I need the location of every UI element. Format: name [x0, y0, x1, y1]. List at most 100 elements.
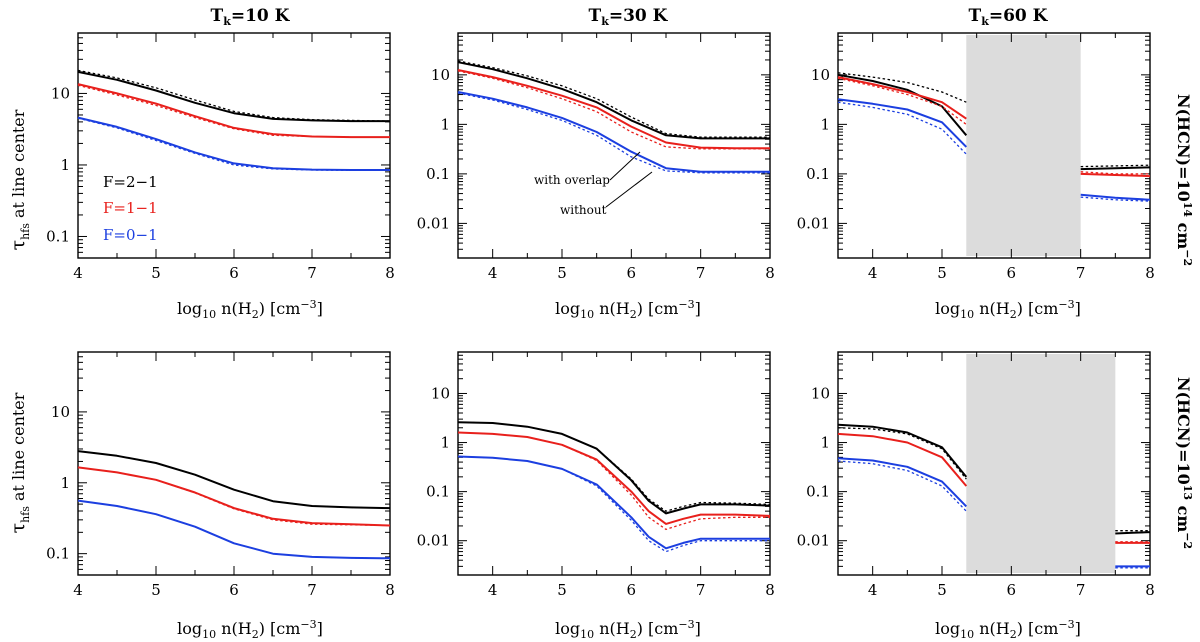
x-tick-label-r2c3: 4: [868, 581, 878, 599]
series-f21-without-r2c3-0: [837, 427, 967, 480]
annotation-arrow-with: [609, 151, 641, 181]
x-axis-label-r1c1: log10 n(H2) [cm−3]: [177, 298, 323, 321]
legend: F=2−1 F=1−1 F=0−1: [103, 173, 158, 244]
plot-frame-r2c3: [837, 351, 1151, 576]
plot-frame-r1c1: [77, 32, 391, 259]
y-tick-label-r2c2: 0.1: [426, 483, 450, 501]
legend-entry-f21: F=2−1: [103, 173, 158, 191]
series-f11-without-r1c2-0: [457, 70, 770, 150]
series-f11-without-r2c2-0: [457, 431, 770, 531]
x-tick-label-r2c3: 8: [1145, 581, 1155, 599]
annotations: with overlap without: [534, 151, 653, 217]
series-f11-with-overlap-r2c3-0: [837, 432, 968, 487]
y-tick-label-r2c3: 0.1: [806, 483, 830, 501]
series-f01-without-r1c3-1: [1080, 196, 1151, 202]
plot-frame-r1c2: [457, 32, 771, 259]
series-f11-with-overlap-r2c1-0: [77, 466, 391, 527]
panel-r2c1: 4 5 6 7 8 0.1 1 10: [46, 351, 395, 599]
y-axis-label-row2: τhfs at line center: [7, 392, 32, 533]
y-tick-label-r1c3: 1: [820, 115, 830, 133]
column-title-1: Tk=10 K: [211, 6, 291, 28]
series-f21-with-overlap-r1c2-0: [457, 61, 770, 140]
series-f11-with-overlap-r1c3-1: [1080, 172, 1151, 178]
shaded-region-r2c3: [966, 354, 1116, 573]
y-tick-label-r1c2: 0.1: [426, 165, 450, 183]
series-f01-without-r2c2-0: [457, 455, 770, 553]
y-tick-label-r2c3: 0.01: [797, 532, 830, 550]
x-tick-label-r2c2: 5: [557, 581, 567, 599]
legend-entry-f11: F=1−1: [103, 199, 158, 217]
y-tick-label-r2c3: 10: [811, 384, 830, 402]
y-tick-label-r1c3: 0.1: [806, 165, 830, 183]
x-tick-label-r1c3: 6: [1007, 264, 1017, 282]
x-tick-label-r1c2: 5: [557, 264, 567, 282]
x-tick-label-r2c1: 5: [151, 581, 161, 599]
series-f11-without-r2c1-0: [77, 466, 391, 527]
x-axis-label-r2c2: log10 n(H2) [cm−3]: [555, 618, 701, 641]
series-f11-with-overlap-r2c2-0: [457, 431, 771, 525]
x-tick-label-r2c1: 7: [307, 581, 317, 599]
x-tick-label-r2c2: 8: [765, 581, 775, 599]
x-tick-label-r2c2: 6: [627, 581, 637, 599]
series-f01-without-r1c3-0: [837, 101, 967, 155]
series-f01-without-r1c2-0: [457, 92, 770, 174]
x-tick-label-r1c3: 8: [1145, 264, 1155, 282]
y-tick-label-r1c2: 10: [431, 66, 450, 84]
annotation-with-overlap: with overlap: [534, 173, 610, 187]
series-f01-without-r2c3-0: [837, 460, 967, 512]
panel-r2c3: 4 5 6 7 8 0.01 0.1 1 10: [797, 351, 1155, 599]
x-tick-label-r1c1: 4: [73, 264, 83, 282]
series-f01-with-overlap-r2c1-0: [77, 499, 391, 560]
y-tick-label-r1c2: 0.01: [417, 214, 450, 232]
x-tick-label-r1c1: 7: [307, 264, 317, 282]
series-f21-with-overlap-r2c3-0: [837, 423, 968, 478]
x-tick-label-r1c1: 8: [385, 264, 395, 282]
panel-r1c1: 4 5 6 7 8 0.1 1 10: [46, 32, 395, 282]
x-axis-label-r2c1: log10 n(H2) [cm−3]: [177, 618, 323, 641]
x-tick-label-r2c2: 7: [696, 581, 706, 599]
x-tick-label-r1c1: 5: [151, 264, 161, 282]
series-f01-with-overlap-r1c2-0: [457, 91, 770, 173]
annotation-without: without: [560, 203, 607, 217]
y-tick-label-r2c2: 10: [431, 384, 450, 402]
x-tick-label-r2c1: 8: [385, 581, 395, 599]
column-title-2: Tk=30 K: [589, 6, 669, 28]
x-tick-label-r2c1: 4: [73, 581, 83, 599]
x-tick-label-r2c3: 6: [1007, 581, 1017, 599]
y-tick-label-r2c3: 1: [820, 434, 830, 452]
series-f01-with-overlap-r2c2-0: [457, 455, 770, 550]
panel-r1c3: 4 5 6 7 8 0.01 0.1 1 10: [797, 32, 1155, 282]
series-f01-with-overlap-r2c3-0: [837, 457, 968, 508]
y-tick-label-r1c3: 0.01: [797, 214, 830, 232]
x-tick-label-r2c1: 6: [229, 581, 239, 599]
series-f21-with-overlap-r1c3-0: [837, 73, 968, 136]
y-tick-label-r2c2: 0.01: [417, 532, 450, 550]
y-axis-label-row1: τhfs at line center: [7, 109, 32, 250]
series-f21-with-overlap-r2c2-0: [457, 421, 771, 515]
x-axis-label-r1c3: log10 n(H2) [cm−3]: [935, 298, 1081, 321]
series-f11-without-r1c3-0: [837, 77, 967, 125]
y-tick-label-r1c1: 10: [51, 84, 70, 102]
series-f11-with-overlap-r1c1-0: [77, 83, 390, 139]
x-tick-label-r1c1: 6: [229, 264, 239, 282]
y-tick-label-r2c2: 1: [440, 434, 450, 452]
series-f01-with-overlap-r1c3-0: [837, 98, 968, 148]
series-f21-with-overlap-r1c3-1: [1080, 166, 1151, 171]
x-tick-label-r2c3: 7: [1076, 581, 1086, 599]
plot-frame-r2c1: [77, 351, 391, 576]
y-tick-label-r2c1: 1: [60, 474, 70, 492]
series-f01-with-overlap-r1c1-0: [77, 116, 390, 171]
x-axis-label-r1c2: log10 n(H2) [cm−3]: [555, 298, 701, 321]
row-label-1: N(HCN)=1014 cm−2: [1174, 94, 1194, 266]
row-label-2: N(HCN)=1013 cm−2: [1174, 377, 1194, 549]
panel-r1c2: 4 5 6 7 8 0.01 0.1 1 10: [417, 32, 775, 282]
y-tick-label-r1c2: 1: [440, 115, 450, 133]
x-tick-label-r1c3: 4: [868, 264, 878, 282]
x-tick-label-r1c2: 6: [627, 264, 637, 282]
y-tick-label-r1c1: 0.1: [46, 227, 70, 245]
plot-frame-r1c3: [837, 32, 1151, 259]
series-f11-with-overlap-r1c2-0: [457, 69, 770, 150]
panel-r2c2: 4 5 6 7 8 0.01 0.1 1 10: [417, 351, 775, 599]
x-tick-label-r1c2: 4: [488, 264, 498, 282]
y-tick-label-r1c3: 10: [811, 66, 830, 84]
